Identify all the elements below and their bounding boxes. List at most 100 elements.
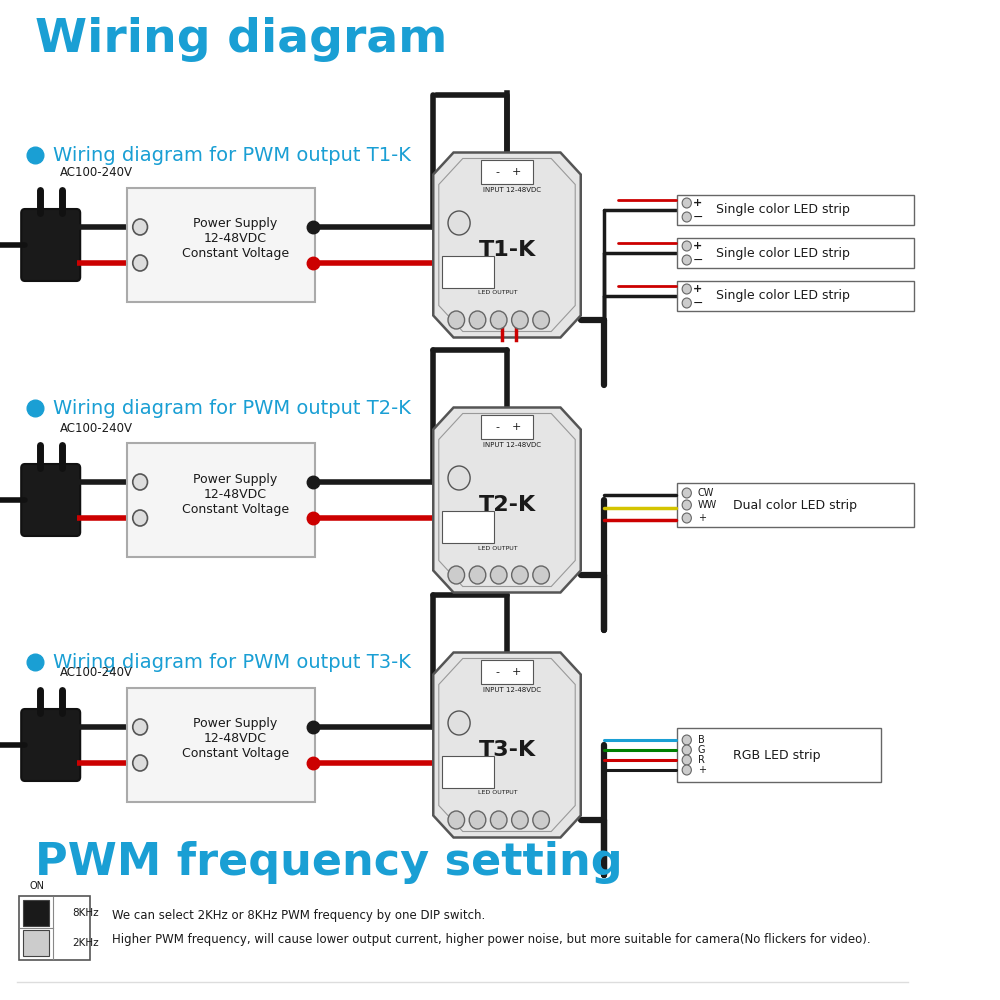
Circle shape: [133, 474, 147, 490]
Text: INPUT 12-48VDC: INPUT 12-48VDC: [483, 187, 541, 193]
Circle shape: [512, 566, 528, 584]
Text: +: +: [512, 667, 521, 677]
Text: +: +: [693, 198, 702, 208]
Text: RGB LED strip: RGB LED strip: [733, 748, 820, 762]
Text: Power Supply
12-48VDC
Constant Voltage: Power Supply 12-48VDC Constant Voltage: [182, 218, 289, 260]
Text: LED OUTPUT: LED OUTPUT: [478, 290, 518, 296]
FancyBboxPatch shape: [677, 195, 914, 225]
FancyBboxPatch shape: [127, 188, 315, 302]
FancyBboxPatch shape: [21, 209, 80, 281]
FancyBboxPatch shape: [23, 900, 49, 926]
FancyBboxPatch shape: [23, 930, 49, 956]
Text: AC100-240V: AC100-240V: [60, 166, 133, 180]
Circle shape: [133, 510, 147, 526]
Text: ON: ON: [29, 881, 44, 891]
Circle shape: [682, 298, 691, 308]
Text: INPUT 12-48VDC: INPUT 12-48VDC: [483, 442, 541, 448]
Circle shape: [448, 311, 465, 329]
Text: Wiring diagram: Wiring diagram: [35, 17, 447, 62]
Circle shape: [533, 811, 549, 829]
Text: Single color LED strip: Single color LED strip: [716, 204, 850, 217]
Text: -: -: [496, 167, 500, 177]
Text: +: +: [693, 241, 702, 251]
Text: −: −: [693, 253, 703, 266]
Text: We can select 2KHz or 8KHz PWM frequency by one DIP switch.: We can select 2KHz or 8KHz PWM frequency…: [112, 910, 486, 922]
Text: +: +: [512, 422, 521, 432]
FancyBboxPatch shape: [442, 756, 494, 788]
Text: −: −: [693, 211, 703, 224]
Circle shape: [133, 255, 147, 271]
Text: Power Supply
12-48VDC
Constant Voltage: Power Supply 12-48VDC Constant Voltage: [182, 718, 289, 760]
Circle shape: [448, 811, 465, 829]
Text: Dual color LED strip: Dual color LED strip: [733, 498, 857, 512]
Text: Wiring diagram for PWM output T1-K: Wiring diagram for PWM output T1-K: [53, 146, 411, 165]
Text: T3-K: T3-K: [478, 740, 536, 760]
Text: Higher PWM frequency, will cause lower output current, higher power noise, but m: Higher PWM frequency, will cause lower o…: [112, 934, 871, 946]
Text: -: -: [496, 667, 500, 677]
Circle shape: [490, 811, 507, 829]
Polygon shape: [433, 653, 581, 838]
Text: G: G: [698, 745, 705, 755]
Text: Single color LED strip: Single color LED strip: [716, 246, 850, 259]
FancyBboxPatch shape: [481, 160, 533, 184]
FancyBboxPatch shape: [677, 238, 914, 268]
Text: Wiring diagram for PWM output T3-K: Wiring diagram for PWM output T3-K: [53, 652, 411, 672]
FancyBboxPatch shape: [677, 728, 881, 782]
Circle shape: [490, 311, 507, 329]
Circle shape: [512, 311, 528, 329]
Text: 8KHz: 8KHz: [72, 908, 99, 918]
FancyBboxPatch shape: [481, 660, 533, 684]
Circle shape: [469, 311, 486, 329]
Text: INPUT 12-48VDC: INPUT 12-48VDC: [483, 687, 541, 693]
FancyBboxPatch shape: [677, 483, 914, 527]
Circle shape: [448, 466, 470, 490]
Circle shape: [512, 811, 528, 829]
Text: AC100-240V: AC100-240V: [60, 422, 133, 434]
Circle shape: [533, 311, 549, 329]
Circle shape: [682, 735, 691, 745]
Circle shape: [682, 755, 691, 765]
Circle shape: [533, 566, 549, 584]
Text: +: +: [698, 765, 706, 775]
Circle shape: [682, 765, 691, 775]
FancyBboxPatch shape: [442, 256, 494, 288]
Polygon shape: [433, 408, 581, 592]
FancyBboxPatch shape: [19, 896, 90, 960]
Polygon shape: [433, 152, 581, 338]
Text: +: +: [698, 513, 706, 523]
Circle shape: [448, 711, 470, 735]
Text: -: -: [496, 422, 500, 432]
Circle shape: [682, 284, 691, 294]
FancyBboxPatch shape: [127, 688, 315, 802]
Text: R: R: [698, 755, 705, 765]
Text: CW: CW: [698, 488, 714, 498]
Circle shape: [682, 241, 691, 251]
Circle shape: [490, 566, 507, 584]
Text: Wiring diagram for PWM output T2-K: Wiring diagram for PWM output T2-K: [53, 398, 411, 418]
Circle shape: [682, 212, 691, 222]
Text: PWM frequency setting: PWM frequency setting: [35, 840, 623, 884]
Text: Single color LED strip: Single color LED strip: [716, 290, 850, 302]
Circle shape: [682, 500, 691, 510]
FancyBboxPatch shape: [442, 511, 494, 543]
Text: T1-K: T1-K: [478, 240, 536, 260]
Text: +: +: [693, 284, 702, 294]
Text: +: +: [512, 167, 521, 177]
FancyBboxPatch shape: [21, 709, 80, 781]
Circle shape: [448, 211, 470, 235]
Text: 2KHz: 2KHz: [72, 938, 99, 948]
Circle shape: [682, 198, 691, 208]
Circle shape: [682, 745, 691, 755]
Circle shape: [133, 755, 147, 771]
Circle shape: [682, 255, 691, 265]
Text: LED OUTPUT: LED OUTPUT: [478, 790, 518, 796]
Circle shape: [469, 811, 486, 829]
Text: Power Supply
12-48VDC
Constant Voltage: Power Supply 12-48VDC Constant Voltage: [182, 473, 289, 516]
FancyBboxPatch shape: [127, 443, 315, 557]
FancyBboxPatch shape: [677, 281, 914, 311]
Circle shape: [469, 566, 486, 584]
Text: AC100-240V: AC100-240V: [60, 667, 133, 680]
Circle shape: [133, 219, 147, 235]
Circle shape: [682, 488, 691, 498]
Text: WW: WW: [698, 500, 717, 510]
